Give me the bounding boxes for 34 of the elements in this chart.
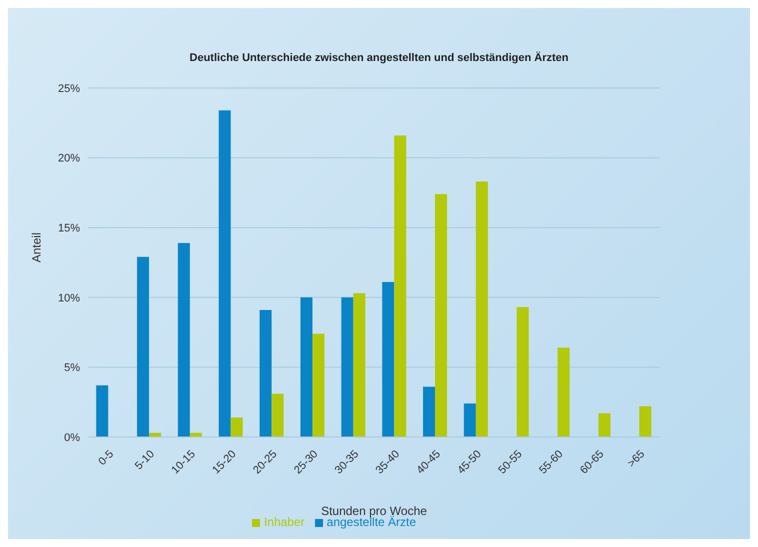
y-tick-label: 15% [58, 222, 80, 235]
y-tick-label: 5% [64, 362, 80, 374]
bar [300, 297, 312, 437]
bar [435, 194, 448, 437]
legend-label: Inhaber [264, 515, 305, 529]
bar [96, 385, 108, 437]
x-tick-label: >65 [626, 448, 648, 470]
bar [423, 386, 436, 437]
x-tick-label: 5-10 [132, 448, 157, 472]
bar [598, 413, 610, 437]
bar [382, 282, 394, 437]
y-tick-label: 10% [58, 292, 80, 304]
x-tick-label: 0-5 [96, 448, 116, 468]
bar [464, 403, 476, 437]
y-tick-label: 20% [58, 152, 80, 165]
bar [516, 307, 529, 437]
y-axis-title: Anteil [29, 232, 44, 262]
bar [230, 417, 243, 437]
legend-label: angestellte Ärzte [326, 515, 416, 529]
bar [272, 394, 284, 437]
bar [260, 310, 272, 437]
y-tick-label: 25% [58, 82, 80, 95]
bar [353, 293, 366, 437]
bar [312, 334, 324, 437]
y-tick-label: 0% [64, 432, 80, 444]
bar [476, 182, 488, 437]
bar [137, 256, 150, 437]
bar [558, 348, 570, 437]
bar [178, 242, 190, 437]
bar [341, 297, 354, 437]
bar [639, 406, 652, 437]
bar [218, 110, 231, 437]
chart-title: Deutliche Unterschiede zwischen angestellten und selbständigen Ärzten [188, 52, 570, 64]
bar [394, 135, 406, 437]
